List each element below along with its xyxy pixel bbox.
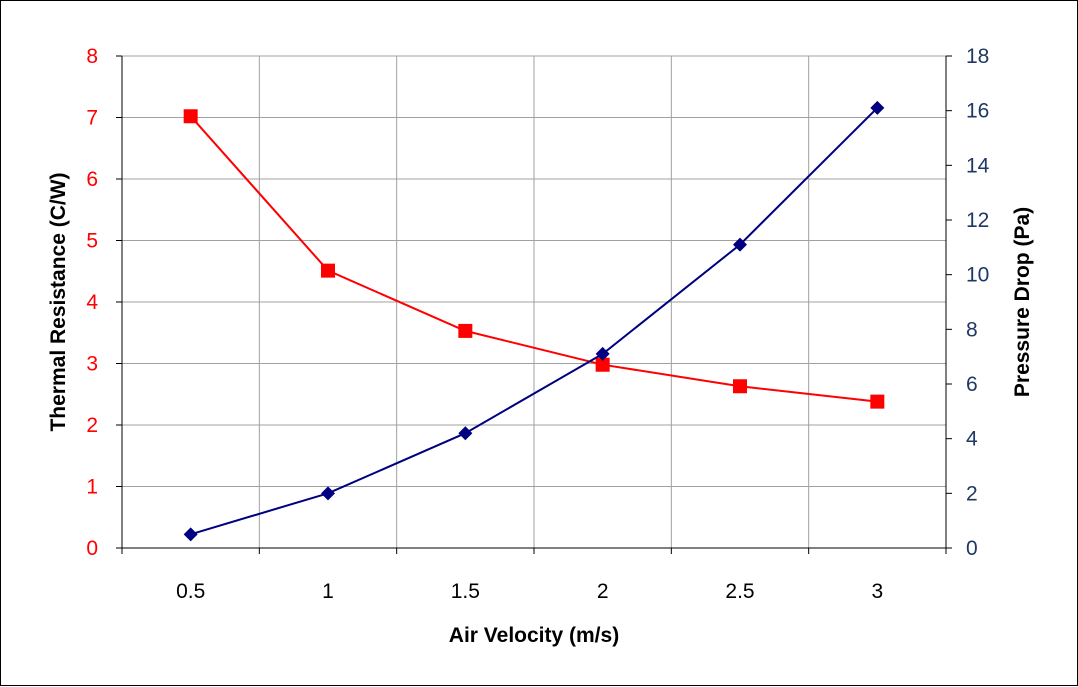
x-tick-label: 0.5 xyxy=(176,580,205,603)
x-tick-label: 1.5 xyxy=(451,580,480,603)
y-right-tick-label: 6 xyxy=(966,373,978,396)
y-left-tick-label: 7 xyxy=(86,107,98,130)
y-left-axis-title: Thermal Resistance (C/W) xyxy=(47,172,70,431)
y-right-tick-label: 14 xyxy=(966,154,990,177)
y-left-tick-label: 8 xyxy=(86,45,98,68)
data-point-diamond xyxy=(458,426,473,441)
series-line-2 xyxy=(190,107,879,536)
y-left-tick-label: 1 xyxy=(86,476,98,499)
y-left-tick-label: 5 xyxy=(86,230,98,253)
y-left-tick-label: 6 xyxy=(86,168,98,191)
data-point-diamond xyxy=(183,527,198,542)
y-left-tick-label: 2 xyxy=(86,414,98,437)
y-right-tick-label: 2 xyxy=(966,482,978,505)
y-right-tick-label: 4 xyxy=(966,428,978,451)
axes xyxy=(116,55,952,554)
data-point-diamond xyxy=(321,486,335,501)
x-tick-label: 2.5 xyxy=(725,580,754,603)
y-right-tick-label: 10 xyxy=(966,264,989,287)
data-point-diamond xyxy=(870,100,885,115)
y-left-tick-label: 4 xyxy=(86,291,98,314)
series-layer xyxy=(183,100,885,542)
data-point-square xyxy=(870,394,885,409)
x-axis-title: Air Velocity (m/s) xyxy=(449,624,619,647)
data-point-diamond xyxy=(733,237,747,252)
data-point-diamond xyxy=(595,346,610,361)
data-point-square xyxy=(183,109,198,124)
y-left-tick-label: 3 xyxy=(86,353,98,376)
y-right-tick-label: 12 xyxy=(966,209,989,232)
data-point-square xyxy=(595,357,610,372)
y-right-tick-label: 0 xyxy=(966,537,978,560)
y-right-tick-label: 18 xyxy=(966,45,989,68)
data-point-square xyxy=(733,379,747,394)
x-tick-label: 2 xyxy=(597,580,609,603)
data-point-square xyxy=(458,323,473,338)
grid-lines xyxy=(122,55,946,548)
y-right-tick-label: 16 xyxy=(966,100,989,123)
x-tick-label: 3 xyxy=(871,580,883,603)
data-point-square xyxy=(321,263,335,278)
y-right-axis-title: Pressure Drop (Pa) xyxy=(1011,207,1034,397)
x-tick-label: 1 xyxy=(322,580,334,603)
series-line-1 xyxy=(189,115,878,403)
y-right-tick-label: 8 xyxy=(966,318,978,341)
y-left-tick-label: 0 xyxy=(86,537,98,560)
